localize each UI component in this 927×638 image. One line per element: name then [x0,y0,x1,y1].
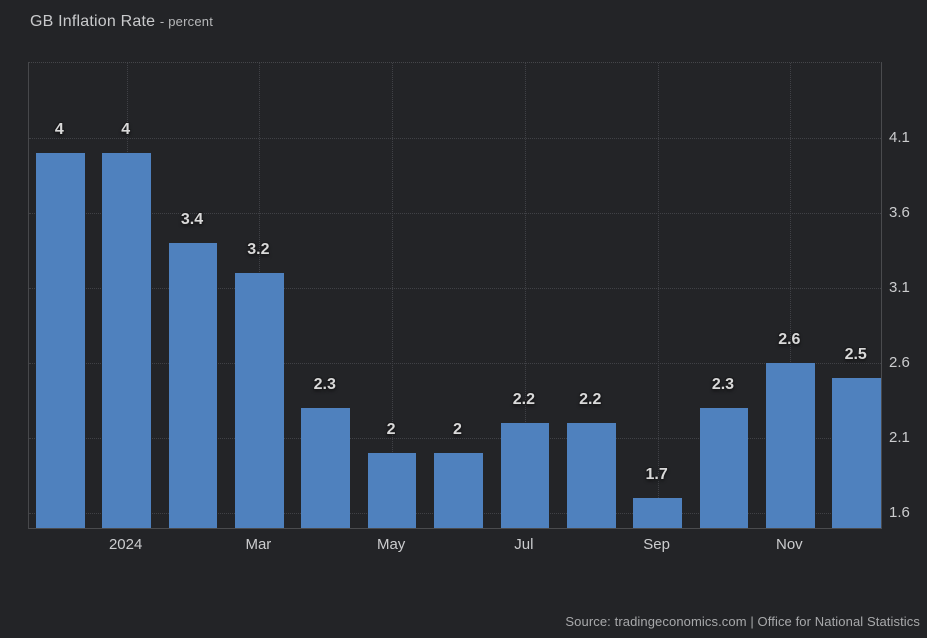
source-attribution: Source: tradingeconomics.com | Office fo… [565,614,920,629]
gridline-vertical [657,63,659,528]
gridline-horizontal [29,288,881,289]
bar-value-label: 4 [54,121,64,138]
bar[interactable] [766,363,815,528]
y-axis-tick-label: 3.6 [889,204,910,221]
bar-value-label: 2.3 [711,376,735,393]
bar-value-label: 2.5 [844,346,867,363]
x-axis-tick-label: Nov [775,536,803,553]
bar-value-label: 1.7 [645,466,668,483]
bar[interactable] [367,453,417,528]
bar[interactable] [699,408,749,528]
bar[interactable] [102,153,151,528]
bar[interactable] [301,408,351,528]
bar[interactable] [434,453,483,528]
x-axis-tick-label: May [376,536,406,553]
gridline-horizontal [29,363,881,364]
x-axis-tick-label: 2024 [108,536,143,553]
bar-value-label: 2 [386,421,396,438]
bar[interactable] [832,378,881,528]
y-axis-tick-label: 2.1 [889,429,910,446]
chart-title-unit: - percent [159,14,214,29]
bar-value-label: 4 [121,121,131,138]
bar-value-label: 2 [453,421,462,438]
y-axis-tick-label: 3.1 [889,279,910,296]
plot-area[interactable] [28,62,882,529]
gridline-horizontal [29,213,881,214]
y-axis-tick-label: 4.1 [889,129,910,146]
bar-value-label: 2.3 [313,376,336,393]
gridline-vertical [392,63,394,528]
gridline-vertical [524,63,526,528]
bar-value-label: 3.4 [180,211,204,228]
bar[interactable] [566,423,616,528]
bar[interactable] [36,153,85,528]
bar-value-label: 2.2 [512,391,535,408]
bar-value-label: 3.2 [247,241,270,258]
bar[interactable] [633,498,682,528]
x-axis-tick-label: Mar [245,536,272,553]
y-axis-tick-label: 2.6 [889,354,910,371]
chart-title-main: GB Inflation Rate [30,13,156,30]
gridline-horizontal [29,438,881,439]
bar[interactable] [235,273,284,528]
gridline-vertical [790,63,792,528]
bar-value-label: 2.6 [778,331,801,348]
x-axis-tick-label: Jul [514,536,534,553]
chart-title: GB Inflation Rate - percent [30,13,213,31]
x-axis-tick-label: Sep [643,536,670,553]
bar[interactable] [168,243,218,528]
bar[interactable] [500,423,550,528]
bar-value-label: 2.2 [579,391,602,408]
gridline-horizontal [29,138,881,139]
y-axis-tick-label: 1.6 [889,504,910,521]
